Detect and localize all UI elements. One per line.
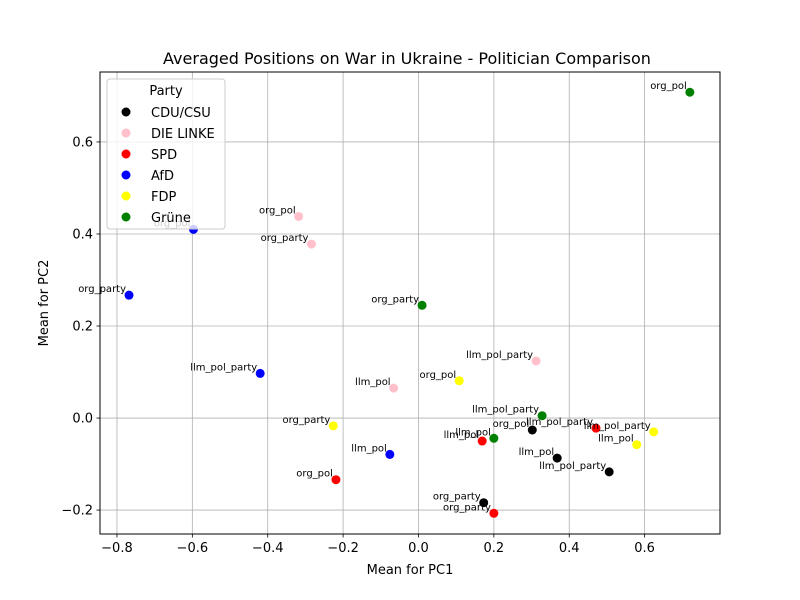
y-tick-label: 0.2 xyxy=(72,320,93,335)
point-label: org_pol xyxy=(259,205,296,216)
legend-marker xyxy=(121,128,131,138)
x-tick-label: −0.6 xyxy=(177,541,209,556)
data-point xyxy=(649,427,659,437)
legend-marker xyxy=(121,107,131,117)
chart-title: Averaged Positions on War in Ukraine - P… xyxy=(163,49,651,68)
point-label: org_pol xyxy=(296,469,333,480)
legend-box xyxy=(106,78,226,230)
x-axis-label: Mean for PC1 xyxy=(367,563,454,578)
data-point xyxy=(604,467,614,477)
data-point xyxy=(489,508,499,518)
point-label: llm_pol_party xyxy=(190,362,257,373)
point-label: llm_pol_party xyxy=(466,350,533,361)
data-point xyxy=(306,239,316,249)
x-tick-label: 0.4 xyxy=(559,541,580,556)
legend-marker xyxy=(121,191,131,201)
x-tick-label: 0.6 xyxy=(634,541,655,556)
data-point xyxy=(479,498,489,508)
legend-items: CDU/CSU DIE LINKE SPD AfD FDP Grüne xyxy=(121,106,215,226)
point-label: org_party xyxy=(443,502,491,513)
data-point xyxy=(255,368,265,378)
data-point xyxy=(552,453,562,463)
data-point xyxy=(124,290,134,300)
data-point xyxy=(294,211,304,221)
legend: Party CDU/CSU DIE LINKE SPD AfD FDP Grüne xyxy=(106,78,226,230)
y-tick-label: 0.4 xyxy=(72,227,93,242)
data-point xyxy=(527,425,537,435)
data-point xyxy=(591,423,601,433)
legend-label: AfD xyxy=(151,169,174,184)
point-label: llm_pol_party xyxy=(539,461,606,472)
data-point xyxy=(328,421,338,431)
point-label: org_pol xyxy=(420,370,457,381)
data-point xyxy=(454,376,464,386)
point-label: org_party xyxy=(433,492,481,503)
legend-title: Party xyxy=(149,84,183,99)
point-label: llm_pol_party xyxy=(584,421,651,432)
points-layer: org_partyorg_polllm_polllm_pol_partyorg_… xyxy=(78,81,695,518)
legend-marker xyxy=(121,149,131,159)
ticks-layer: −0.8 −0.6 −0.4 −0.2 0.0 0.2 0.4 0.6 −0.2 0.0 0.2 0.… xyxy=(61,135,655,556)
point-label: llm_pol xyxy=(519,447,555,458)
point-label: org_pol xyxy=(650,81,687,92)
legend-label: SPD xyxy=(151,148,177,163)
y-axis-label: Mean for PC2 xyxy=(37,260,52,347)
data-point xyxy=(685,87,695,97)
data-point xyxy=(531,356,541,366)
data-point xyxy=(632,440,642,450)
x-tick-label: −0.4 xyxy=(252,541,284,556)
point-label: llm_pol_party xyxy=(526,417,593,428)
y-tick-label: 0.0 xyxy=(72,412,93,427)
point-label: llm_pol xyxy=(444,430,480,441)
data-point xyxy=(477,436,487,446)
point-label: org_party xyxy=(261,233,309,244)
point-label: llm_pol xyxy=(455,427,491,438)
legend-marker xyxy=(121,170,131,180)
data-point xyxy=(417,300,427,310)
legend-label: Grüne xyxy=(151,211,191,226)
data-point xyxy=(389,383,399,393)
legend-label: FDP xyxy=(151,190,176,205)
y-tick-label: 0.6 xyxy=(72,135,93,150)
data-point xyxy=(331,475,341,485)
legend-label: DIE LINKE xyxy=(151,127,215,142)
legend-label: CDU/CSU xyxy=(151,106,211,121)
data-point xyxy=(489,433,499,443)
point-label: org_party xyxy=(78,284,126,295)
y-tick-label: −0.2 xyxy=(61,504,93,519)
x-tick-label: 0.0 xyxy=(408,541,429,556)
point-label: org_party xyxy=(282,415,330,426)
x-tick-label: −0.8 xyxy=(101,541,133,556)
data-point xyxy=(385,449,395,459)
point-label: org_pol xyxy=(493,419,530,430)
legend-marker xyxy=(121,212,131,222)
x-tick-label: −0.2 xyxy=(327,541,359,556)
data-point xyxy=(537,411,547,421)
point-label: llm_pol xyxy=(355,377,391,388)
point-label: llm_pol xyxy=(598,434,634,445)
point-label: org_party xyxy=(371,294,419,305)
grid-layer xyxy=(100,72,720,534)
plot-frame xyxy=(99,71,721,535)
x-tick-label: 0.2 xyxy=(484,541,505,556)
point-label: llm_pol_party xyxy=(472,405,539,416)
point-label: llm_pol xyxy=(351,443,387,454)
